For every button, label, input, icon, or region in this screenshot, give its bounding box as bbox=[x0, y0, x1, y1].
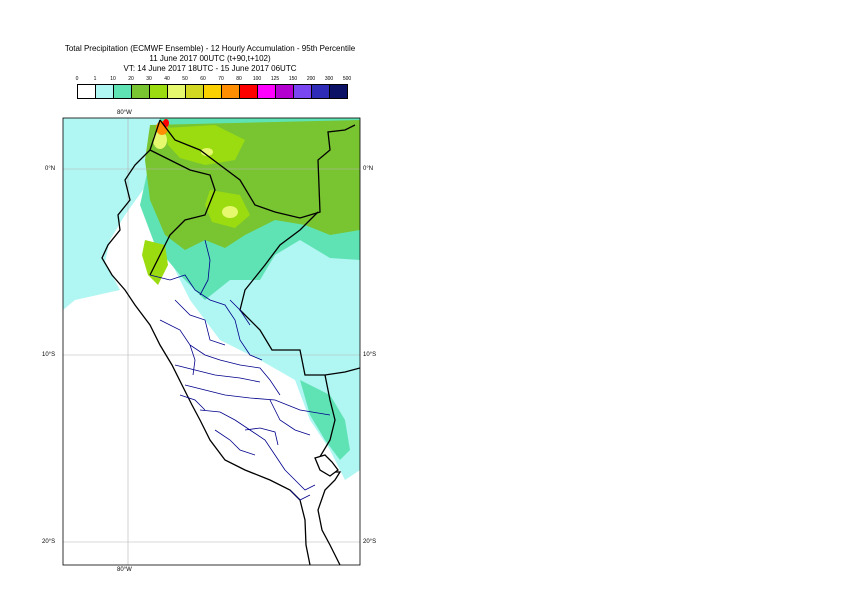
lat-label-20s-left: 20°S bbox=[42, 539, 56, 545]
legend-tick-label: 150 bbox=[288, 76, 298, 82]
chart-subtitle-base: 11 June 2017 00UTC (t+90,t+102) bbox=[149, 54, 271, 63]
legend-tick-label: 200 bbox=[306, 76, 316, 82]
lat-label-10s-left: 10°S bbox=[42, 352, 56, 358]
legend-tick-label: 500 bbox=[342, 76, 352, 82]
lat-label-10s-right: 10°S bbox=[363, 352, 377, 358]
precip-yellow-spot bbox=[222, 206, 238, 218]
legend-tick-label: 50 bbox=[182, 76, 188, 82]
precip-lime-north bbox=[165, 125, 245, 165]
map-frame bbox=[62, 117, 361, 566]
national-border-ecuador bbox=[149, 149, 216, 276]
legend-tick-label: 1 bbox=[93, 76, 97, 82]
coastline bbox=[101, 119, 311, 565]
legend-tick-label: 300 bbox=[324, 76, 334, 82]
national-border-colombia bbox=[159, 119, 356, 219]
lat-label-20s-right: 20°S bbox=[363, 539, 377, 545]
legend-tick-label: 20 bbox=[128, 76, 134, 82]
ocean-precip-light bbox=[63, 118, 160, 310]
legend-tick-label: 30 bbox=[146, 76, 152, 82]
lat-label-0-right: 0°N bbox=[363, 166, 374, 172]
national-border-bolivia bbox=[317, 374, 342, 565]
lat-label-0-left: 0°N bbox=[45, 166, 56, 172]
legend-tick-label: 125 bbox=[270, 76, 280, 82]
chart-subtitle-valid: VT: 14 June 2017 18UTC - 15 June 2017 06… bbox=[123, 64, 297, 73]
legend-tick-label: 60 bbox=[200, 76, 206, 82]
precip-yellow-spot bbox=[201, 148, 213, 156]
legend-tick-label: 40 bbox=[164, 76, 170, 82]
lon-label-bottom: 80°W bbox=[117, 567, 132, 573]
chart-title: Total Precipitation (ECMWF Ensemble) - 1… bbox=[64, 44, 356, 53]
legend-tick-label: 100 bbox=[252, 76, 262, 82]
legend-tick-label: 80 bbox=[236, 76, 242, 82]
lake-titicaca bbox=[314, 454, 339, 477]
legend-tick-label: 10 bbox=[110, 76, 116, 82]
admin-boundaries bbox=[149, 239, 331, 501]
precip-yellow-spot bbox=[153, 131, 167, 149]
legend-color-box bbox=[329, 84, 348, 99]
lon-label-top: 80°W bbox=[117, 110, 132, 116]
precip-teal-east bbox=[300, 380, 350, 460]
legend-tick-label: 0 bbox=[75, 76, 79, 82]
legend-tick-label: 70 bbox=[218, 76, 224, 82]
